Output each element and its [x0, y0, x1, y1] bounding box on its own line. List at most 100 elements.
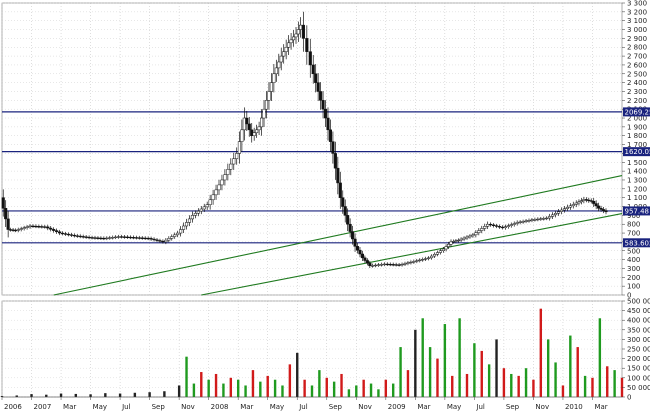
candle-body [492, 224, 496, 226]
volume-bar [399, 347, 402, 397]
price-level-tag-label: 1620.05 [625, 148, 650, 156]
volume-bar [377, 389, 380, 397]
candle-body [60, 232, 65, 235]
candle-body [545, 217, 549, 220]
candle-body [122, 236, 127, 238]
x-tick-label: Nov [535, 403, 549, 411]
candle-body [559, 209, 564, 212]
candle-body [242, 117, 246, 131]
volume-bar [443, 324, 447, 397]
candle-body [323, 108, 328, 119]
volume-tick-label: 300 000 [627, 336, 650, 344]
volume-bar [606, 366, 609, 397]
volume-tick-label: 250 000 [627, 346, 650, 354]
volume-tick-label: 400 000 [627, 317, 650, 325]
volume-bars [0, 308, 624, 397]
volume-bar [598, 318, 602, 397]
price-tick-label: 3 100 [627, 17, 647, 25]
volume-bar [451, 375, 454, 397]
price-tick-label: 2 300 [627, 88, 647, 96]
candle-body [282, 51, 286, 57]
candle-body [102, 237, 106, 240]
candle-body [601, 209, 606, 211]
volume-bar [30, 394, 33, 397]
candle-body [208, 199, 212, 205]
candle-body [176, 232, 180, 236]
candle-body [568, 205, 572, 208]
price-level-tag-bg [623, 107, 650, 117]
candle-body [403, 263, 407, 265]
volume-bar [214, 373, 218, 397]
price-candles [1, 11, 608, 269]
candle-body [4, 208, 8, 220]
price-level-tag: 583.602 [623, 238, 650, 248]
candle-body [264, 100, 269, 110]
candle-body [468, 235, 472, 238]
candle-body [257, 126, 261, 131]
candle-body [415, 260, 419, 262]
candle-body [296, 29, 300, 35]
x-tick-label: Mar [594, 403, 607, 411]
candle-body [489, 223, 493, 226]
candle-body [81, 236, 85, 238]
price-trends [53, 175, 623, 296]
candle-body [515, 222, 519, 224]
candle-body [202, 206, 206, 210]
candle-body [170, 236, 174, 239]
candle-body [477, 230, 481, 233]
volume-bar [222, 383, 225, 397]
candle-body [182, 225, 186, 230]
volume-bar [554, 362, 557, 397]
candle-body [173, 234, 177, 237]
price-level-tag-bg [623, 147, 650, 157]
candle-body [421, 259, 425, 261]
candle-body [120, 236, 124, 238]
volume-bar [273, 379, 277, 397]
volume-bar [163, 391, 166, 397]
price-tick-label: 2 800 [627, 44, 647, 52]
candle-body [604, 210, 608, 213]
volume-bar [546, 339, 550, 397]
candle-body [506, 225, 510, 227]
volume-bar [207, 379, 210, 397]
volume-bar [259, 381, 262, 397]
volume-bar [244, 385, 247, 397]
volume-bar [332, 381, 336, 397]
volume-bar [591, 377, 594, 397]
price-tick-label: 2 500 [627, 70, 647, 78]
candle-body [289, 39, 293, 44]
candle-body [105, 237, 109, 240]
candle-body [530, 219, 534, 221]
candle-body [444, 246, 448, 250]
candle-body [140, 237, 144, 239]
volume-bar [74, 393, 78, 397]
candle-body [594, 203, 598, 207]
volume-bar [576, 347, 579, 397]
volume-bar [118, 393, 122, 397]
candle-body [346, 215, 350, 225]
candle-body [1, 197, 5, 209]
candle-body [305, 38, 309, 52]
candle-body [509, 224, 513, 226]
volume-bar [502, 368, 506, 397]
candle-body [49, 227, 53, 230]
volume-bar [200, 372, 203, 397]
price-tick-label: 3 000 [627, 26, 647, 34]
candle-body [500, 226, 504, 229]
candle-body [43, 226, 47, 228]
price-tick-label: 300 [627, 265, 640, 273]
x-tick-label: Nov [358, 403, 372, 411]
candle-body [577, 201, 581, 204]
x-tick-label: 2006 [4, 403, 22, 411]
candle-body [536, 218, 540, 221]
volume-tick-label: 50 000 [627, 384, 650, 392]
candle-body [424, 258, 428, 260]
candle-body [291, 36, 296, 41]
candle-body [503, 226, 507, 229]
candle-body [13, 229, 18, 232]
candle-body [19, 228, 23, 230]
x-tick-label: May [447, 403, 461, 411]
candle-body [338, 182, 342, 198]
